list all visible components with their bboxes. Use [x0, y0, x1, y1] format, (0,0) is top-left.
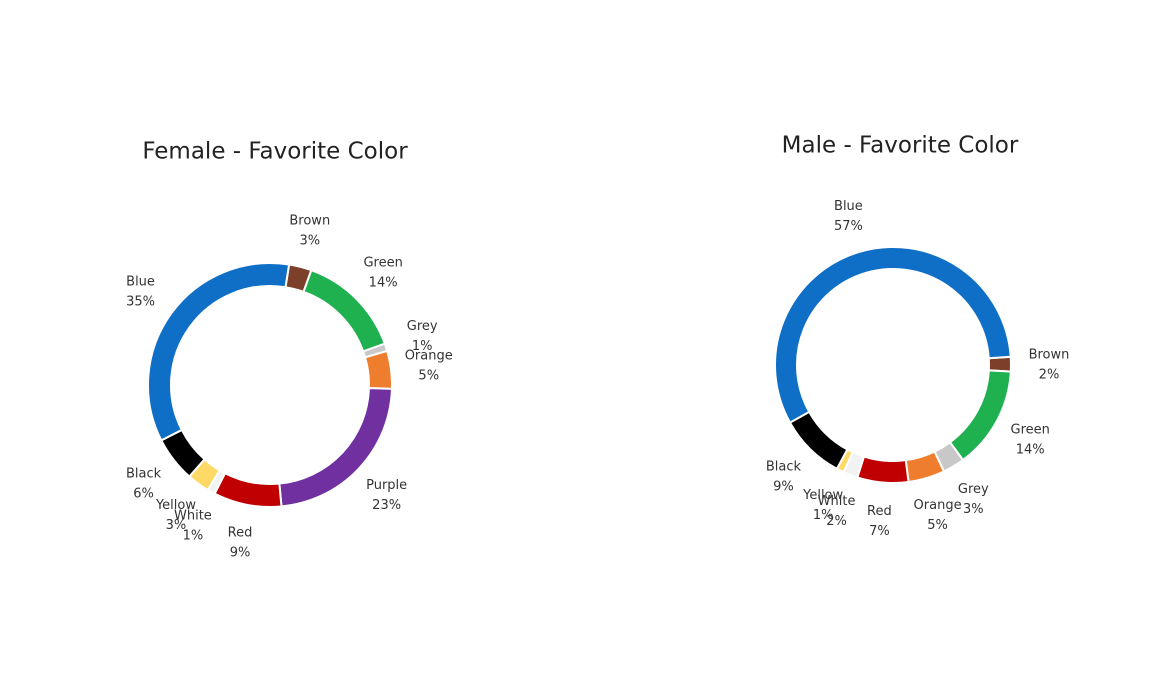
slice-label-name: White [818, 494, 856, 509]
slice-label-name: Yellow [802, 488, 843, 503]
slice-label-name: Blue [126, 274, 155, 289]
slice-label-value: 7% [869, 524, 890, 539]
slice-label-name: Red [867, 504, 892, 519]
slice-label-value: 1% [183, 529, 204, 544]
donut-slice [856, 455, 910, 484]
chart-title: Female - Favorite Color [142, 139, 408, 165]
slice-label-name: Grey [407, 319, 438, 334]
slice-label-value: 6% [133, 487, 154, 502]
slice-label-value: 23% [372, 498, 401, 513]
slice-label-name: Orange [405, 348, 453, 363]
donut-slice [147, 262, 291, 442]
slice-label-value: 14% [369, 275, 398, 290]
slice-label-value: 5% [418, 368, 439, 383]
slice-label-value: 3% [963, 502, 984, 517]
slice-label-value: 14% [1016, 443, 1045, 458]
slice-label-value: 3% [166, 518, 187, 533]
slice-label-name: Black [766, 460, 802, 475]
slice-label-value: 2% [826, 514, 847, 529]
slice-label-name: Yellow [155, 498, 196, 513]
slice-label-name: Brown [289, 214, 330, 229]
slice-label-name: Red [228, 526, 253, 541]
slice-label-name: Orange [914, 498, 962, 513]
slice-label-name: Purple [366, 478, 407, 493]
slice-label-name: Grey [958, 482, 989, 497]
slice-label-name: Black [126, 467, 162, 482]
slice-label-name: Brown [1029, 347, 1070, 362]
slice-label-value: 9% [773, 480, 794, 495]
slice-label-name: Green [363, 255, 402, 270]
slice-label-name: Green [1011, 423, 1050, 438]
slice-label-value: 2% [1039, 367, 1060, 382]
donut-slice [774, 246, 1012, 424]
slice-label-value: 1% [412, 339, 433, 354]
slice-label-value: 5% [927, 518, 948, 533]
chart-title: Male - Favorite Color [782, 133, 1019, 159]
slice-label-value: 35% [126, 294, 155, 309]
slice-label-value: 1% [813, 508, 834, 523]
slice-label-name: Blue [834, 199, 863, 214]
slice-label-name: White [174, 509, 212, 524]
slice-label-value: 9% [230, 546, 251, 561]
slice-label-value: 57% [834, 219, 863, 234]
donut-slice [363, 349, 393, 390]
slice-label-value: 3% [299, 234, 320, 249]
